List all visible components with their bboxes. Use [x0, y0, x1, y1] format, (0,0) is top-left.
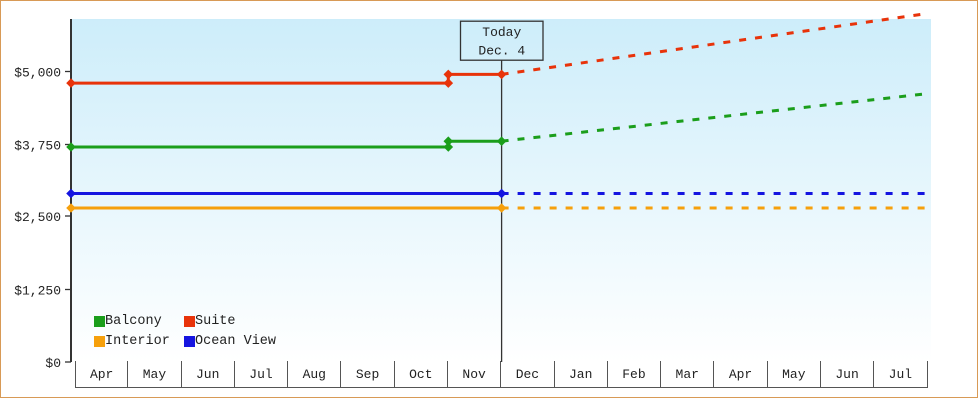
svg-text:$1,250: $1,250 [14, 284, 61, 299]
svg-text:$2,500: $2,500 [14, 210, 61, 225]
svg-text:$0: $0 [45, 356, 61, 371]
svg-text:$3,750: $3,750 [14, 139, 61, 154]
svg-text:Dec. 4: Dec. 4 [478, 44, 525, 59]
svg-text:Today: Today [482, 25, 521, 40]
svg-text:$5,000: $5,000 [14, 66, 61, 81]
